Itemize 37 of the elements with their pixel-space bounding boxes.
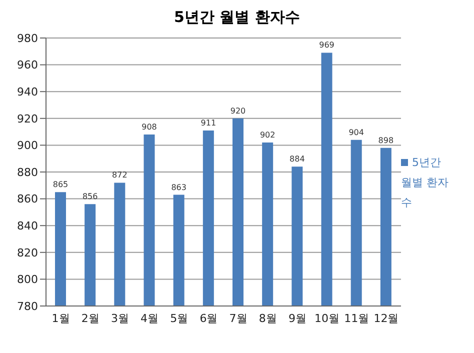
y-tick-label: 800 — [17, 273, 38, 286]
data-label: 911 — [200, 118, 216, 128]
data-label: 884 — [290, 154, 305, 164]
data-label: 856 — [82, 192, 98, 202]
x-tick-label: 10월 — [314, 312, 340, 325]
y-tick-label: 780 — [17, 300, 38, 313]
x-tick-label: 6월 — [200, 312, 218, 325]
chart-title: 5년간 월별 환자수 — [173, 8, 301, 27]
y-tick-label: 820 — [17, 246, 38, 260]
data-label: 908 — [142, 122, 157, 132]
x-tick-label: 1월 — [52, 312, 70, 325]
x-tick-label: 2월 — [81, 312, 100, 325]
x-tick-label: 3월 — [110, 312, 129, 325]
data-label: 898 — [378, 136, 394, 145]
y-tick-label: 840 — [17, 220, 38, 233]
y-tick-label: 980 — [17, 32, 38, 45]
x-tick-label: 12월 — [374, 312, 399, 325]
x-tick-label: 8월 — [258, 312, 277, 325]
x-tick-label: 4월 — [140, 312, 159, 325]
data-label: 904 — [348, 128, 364, 137]
y-tick-label: 940 — [17, 86, 38, 99]
y-tick-label: 920 — [17, 112, 38, 126]
data-label: 920 — [230, 106, 246, 116]
y-tick-label: 900 — [17, 139, 38, 152]
data-label: 863 — [171, 182, 186, 192]
x-tick-label: 5월 — [170, 312, 188, 325]
x-tick-label: 11월 — [344, 312, 370, 325]
y-tick-label: 960 — [17, 58, 38, 72]
data-label: 865 — [52, 180, 68, 190]
data-label: 902 — [260, 130, 276, 140]
x-tick-label: 7월 — [229, 312, 248, 325]
data-label: 969 — [319, 40, 334, 50]
x-tick-label: 9월 — [288, 312, 306, 325]
legend-label: 5년간 월별 환자수 — [401, 156, 448, 209]
data-label: 872 — [112, 170, 128, 180]
y-tick-label: 860 — [17, 192, 38, 206]
y-tick-label: 880 — [17, 166, 38, 179]
